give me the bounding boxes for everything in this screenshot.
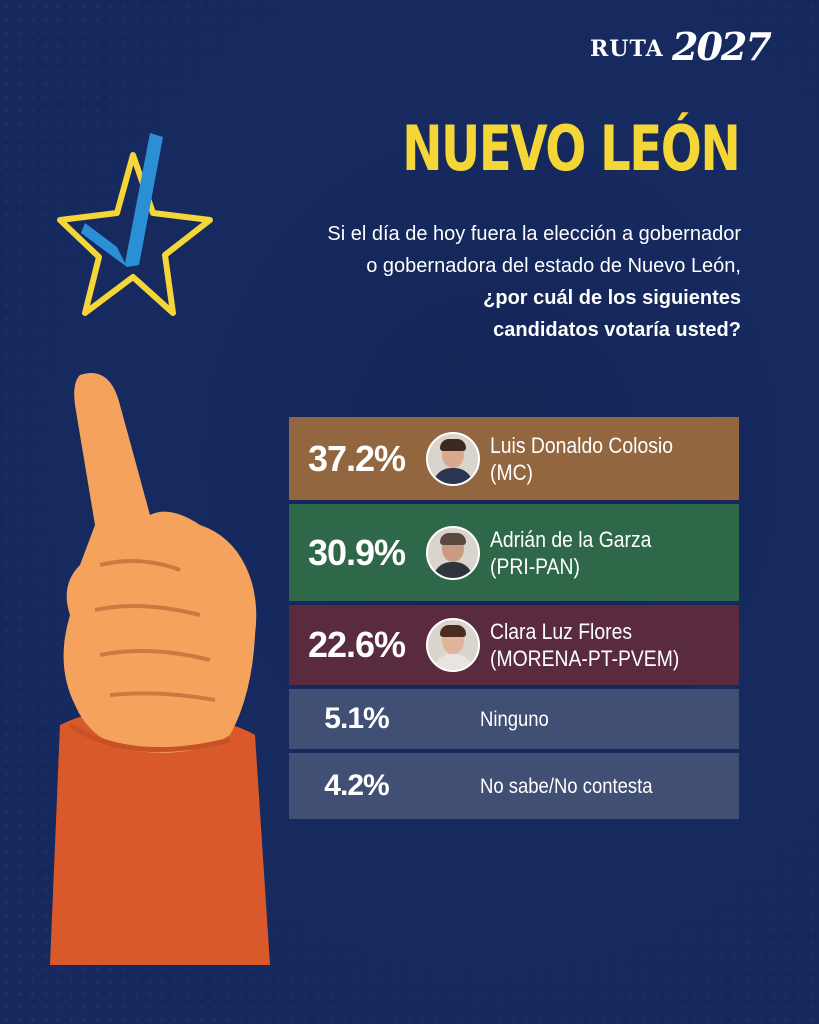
option-label: Ninguno bbox=[480, 707, 549, 731]
option-label: No sabe/No contesta bbox=[480, 774, 653, 798]
star-checkmark-icon bbox=[57, 133, 213, 316]
results-table: 37.2% Luis Donaldo Colosio (MC) 30.9% Ad… bbox=[289, 417, 739, 823]
question-line-1: Si el día de hoy fuera la elección a gob… bbox=[327, 223, 741, 245]
candidate-name: Luis Donaldo Colosio bbox=[490, 432, 673, 458]
question-line-3: ¿por cuál de los siguientes bbox=[483, 287, 741, 309]
pointing-hand-icon bbox=[50, 373, 270, 965]
result-percentage: 4.2% bbox=[324, 769, 389, 802]
candidate-info: Adrián de la Garza (PRI-PAN) bbox=[490, 526, 651, 580]
result-row-colosio: 37.2% Luis Donaldo Colosio (MC) bbox=[289, 417, 739, 500]
candidate-party: (MC) bbox=[490, 459, 534, 485]
survey-question: Si el día de hoy fuera la elección a gob… bbox=[221, 218, 741, 346]
result-row-flores: 22.6% Clara Luz Flores (MORENA-PT-PVEM) bbox=[289, 605, 739, 685]
candidate-info: Clara Luz Flores (MORENA-PT-PVEM) bbox=[490, 618, 679, 672]
ruta-2027-logo: RUTA 2027 bbox=[590, 24, 780, 70]
result-percentage: 22.6% bbox=[307, 624, 406, 665]
candidate-avatar bbox=[426, 618, 480, 672]
result-row-de-la-garza: 30.9% Adrián de la Garza (PRI-PAN) bbox=[289, 504, 739, 601]
candidate-info: Luis Donaldo Colosio (MC) bbox=[490, 432, 673, 486]
page-title: NUEVO LEÓN bbox=[401, 112, 741, 185]
result-percentage: 30.9% bbox=[307, 531, 406, 573]
logo-year-text: 2027 bbox=[672, 24, 772, 69]
candidate-party: (PRI-PAN) bbox=[490, 553, 580, 579]
candidate-name: Clara Luz Flores bbox=[490, 619, 633, 644]
result-percentage: 5.1% bbox=[324, 702, 389, 735]
candidate-avatar bbox=[426, 525, 480, 580]
result-row-no-sabe: 4.2% No sabe/No contesta bbox=[289, 753, 739, 819]
logo-ruta-text: RUTA bbox=[590, 36, 664, 62]
candidate-party: (MORENA-PT-PVEM) bbox=[490, 646, 680, 671]
question-line-4: candidatos votaría usted? bbox=[493, 319, 741, 341]
candidate-avatar bbox=[426, 431, 480, 486]
result-percentage: 37.2% bbox=[307, 437, 406, 479]
candidate-name: Adrián de la Garza bbox=[490, 526, 652, 552]
result-row-ninguno: 5.1% Ninguno bbox=[289, 689, 739, 749]
question-line-2: o gobernadora del estado de Nuevo León, bbox=[366, 255, 741, 277]
